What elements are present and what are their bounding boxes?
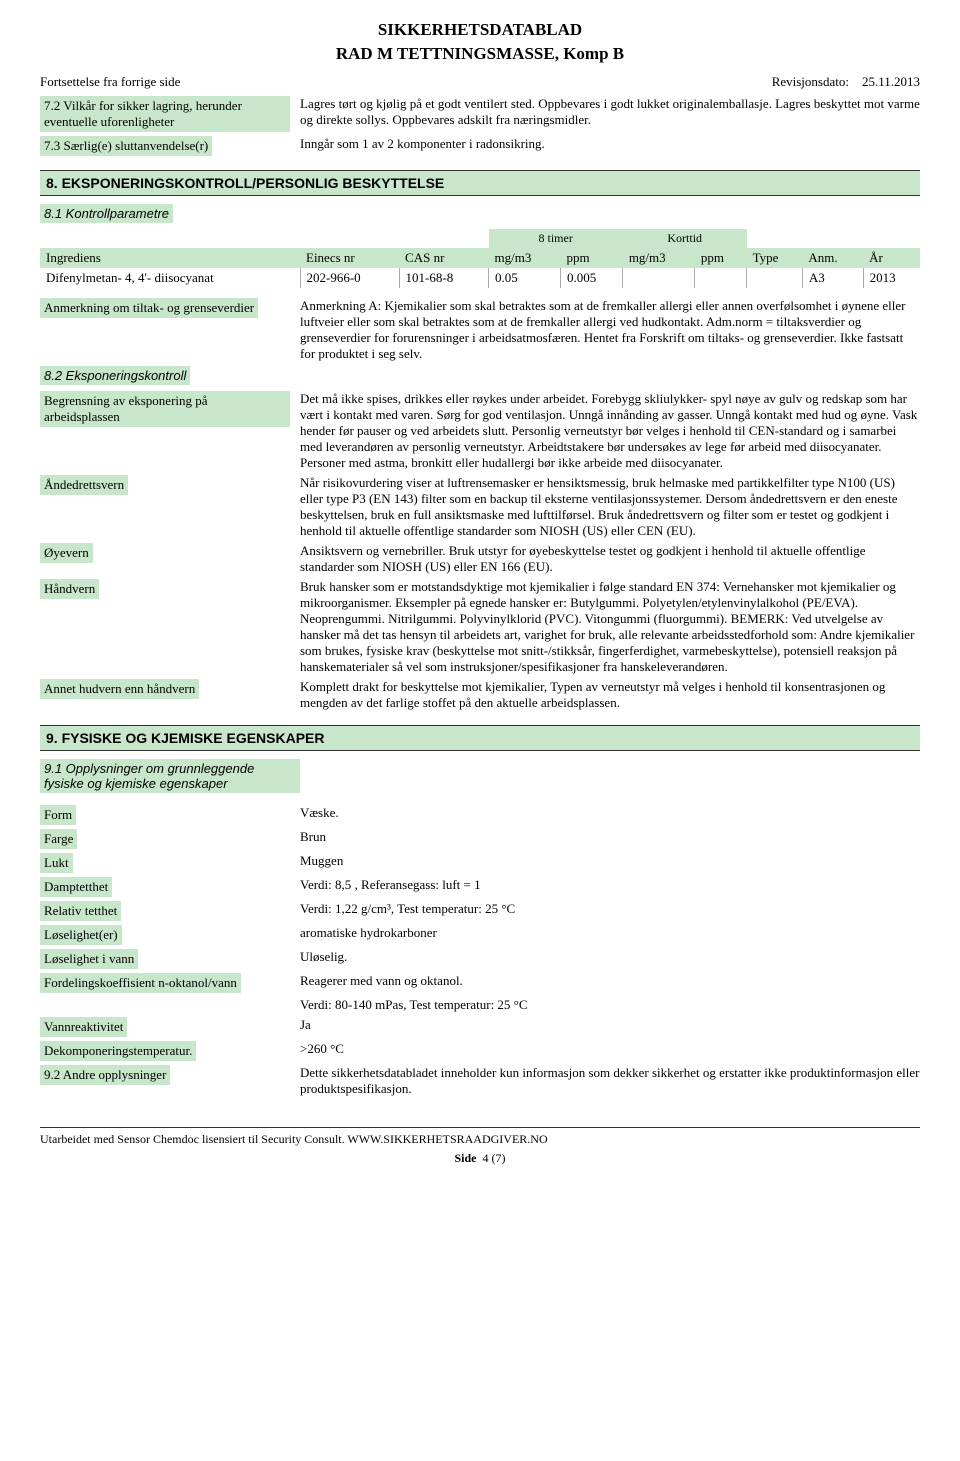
s9-label-9: Vannreaktivitet (40, 1017, 127, 1037)
section7-label-1: 7.3 Særlig(e) sluttanvendelse(r) (40, 136, 212, 156)
param-col-3: mg/m3 (489, 248, 561, 268)
group-8h: 8 timer (489, 229, 623, 248)
s8b-label-2: Øyevern (40, 543, 93, 563)
s9-label-7: Fordelingskoeffisient n-oktanol/vann (40, 973, 241, 993)
param-col-4: ppm (561, 248, 623, 268)
s9-label-0: Form (40, 805, 76, 825)
s9-value-11: Dette sikkerhetsdatabladet inneholder ku… (300, 1065, 920, 1097)
param-col-5: mg/m3 (623, 248, 695, 268)
s8b-label-3: Håndvern (40, 579, 99, 599)
s9-value-9: Ja (300, 1017, 920, 1037)
param-cell-0-8: A3 (802, 268, 863, 288)
param-col-8: Anm. (802, 248, 863, 268)
s8b-value-3: Bruk hansker som er motstandsdyktige mot… (300, 579, 920, 675)
s9-value-8: Verdi: 80-140 mPas, Test temperatur: 25 … (300, 997, 920, 1013)
s8b-value-1: Når risikovurdering viser at luftrensema… (300, 475, 920, 539)
s9-label-5: Løselighet(er) (40, 925, 122, 945)
s8a-label-0: Anmerkning om tiltak- og grenseverdier (40, 298, 258, 318)
param-cell-0-4: 0.005 (561, 268, 623, 288)
s9-label-3: Damptetthet (40, 877, 112, 897)
section-9-1-sub: 9.1 Opplysninger om grunnleggende fysisk… (40, 759, 300, 793)
param-cell-0-7 (747, 268, 803, 288)
s9-value-6: Uløselig. (300, 949, 920, 969)
footer: Utarbeidet med Sensor Chemdoc lisensiert… (40, 1127, 920, 1147)
top-line: Fortsettelse fra forrige side Revisjonsd… (40, 74, 920, 90)
s9-label-10: Dekomponeringstemperatur. (40, 1041, 196, 1061)
param-col-7: Type (747, 248, 803, 268)
param-col-6: ppm (695, 248, 747, 268)
param-col-1: Einecs nr (300, 248, 399, 268)
s9-value-3: Verdi: 8,5 , Referansegass: luft = 1 (300, 877, 920, 897)
section-8-header: 8. EKSPONERINGSKONTROLL/PERSONLIG BESKYT… (40, 170, 920, 196)
param-cell-0-2: 101-68-8 (399, 268, 488, 288)
s8a-value-0: Anmerkning A: Kjemikalier som skal betra… (300, 298, 920, 362)
section7-label-0: 7.2 Vilkår for sikker lagring, herunder … (40, 96, 290, 132)
section-9-header: 9. FYSISKE OG KJEMISKE EGENSKAPER (40, 725, 920, 751)
section7-value-0: Lagres tørt og kjølig på et godt ventile… (300, 96, 920, 132)
s8b-label-4: Annet hudvern enn håndvern (40, 679, 199, 699)
param-cell-0-6 (695, 268, 747, 288)
param-cell-0-0: Difenylmetan- 4, 4'- diisocyanat (40, 268, 300, 288)
param-cell-0-1: 202-966-0 (300, 268, 399, 288)
revision-label: Revisjonsdato: (772, 74, 849, 89)
s9-label-11: 9.2 Andre opplysninger (40, 1065, 170, 1085)
section-8-2-sub: 8.2 Eksponeringskontroll (40, 366, 190, 385)
s9-value-4: Verdi: 1,22 g/cm³, Test temperatur: 25 °… (300, 901, 920, 921)
s9-value-0: Væske. (300, 805, 920, 825)
param-col-2: CAS nr (399, 248, 488, 268)
s9-value-10: >260 °C (300, 1041, 920, 1061)
footer-text: Utarbeidet med Sensor Chemdoc lisensiert… (40, 1132, 920, 1147)
s9-value-2: Muggen (300, 853, 920, 873)
doc-title-2: RAD M TETTNINGSMASSE, Komp B (40, 44, 920, 64)
s9-value-5: aromatiske hydrokarboner (300, 925, 920, 945)
param-cell-0-5 (623, 268, 695, 288)
s8b-label-1: Åndedrettsvern (40, 475, 128, 495)
s8b-label-0: Begrensning av eksponering på arbeidspla… (40, 391, 290, 427)
doc-title-1: SIKKERHETSDATABLAD (40, 20, 920, 40)
control-parameters-table: 8 timer Korttid IngrediensEinecs nrCAS n… (40, 229, 920, 288)
revision-date: 25.11.2013 (862, 74, 920, 89)
page-number: Side 4 (7) (40, 1151, 920, 1166)
section7-value-1: Inngår som 1 av 2 komponenter i radonsik… (300, 136, 920, 156)
section-8-1-sub: 8.1 Kontrollparametre (40, 204, 173, 223)
s9-label-1: Farge (40, 829, 77, 849)
s9-value-1: Brun (300, 829, 920, 849)
s9-label-4: Relativ tetthet (40, 901, 121, 921)
continuation-note: Fortsettelse fra forrige side (40, 74, 180, 90)
param-cell-0-9: 2013 (863, 268, 920, 288)
param-col-9: År (863, 248, 920, 268)
param-col-0: Ingrediens (40, 248, 300, 268)
s9-label-6: Løselighet i vann (40, 949, 138, 969)
s9-label-2: Lukt (40, 853, 73, 873)
s8b-value-2: Ansiktsvern og vernebriller. Bruk utstyr… (300, 543, 920, 575)
param-cell-0-3: 0.05 (489, 268, 561, 288)
s8b-value-4: Komplett drakt for beskyttelse mot kjemi… (300, 679, 920, 711)
group-short: Korttid (623, 229, 747, 248)
s8b-value-0: Det må ikke spises, drikkes eller røykes… (300, 391, 920, 471)
s9-value-7: Reagerer med vann og oktanol. (300, 973, 920, 993)
